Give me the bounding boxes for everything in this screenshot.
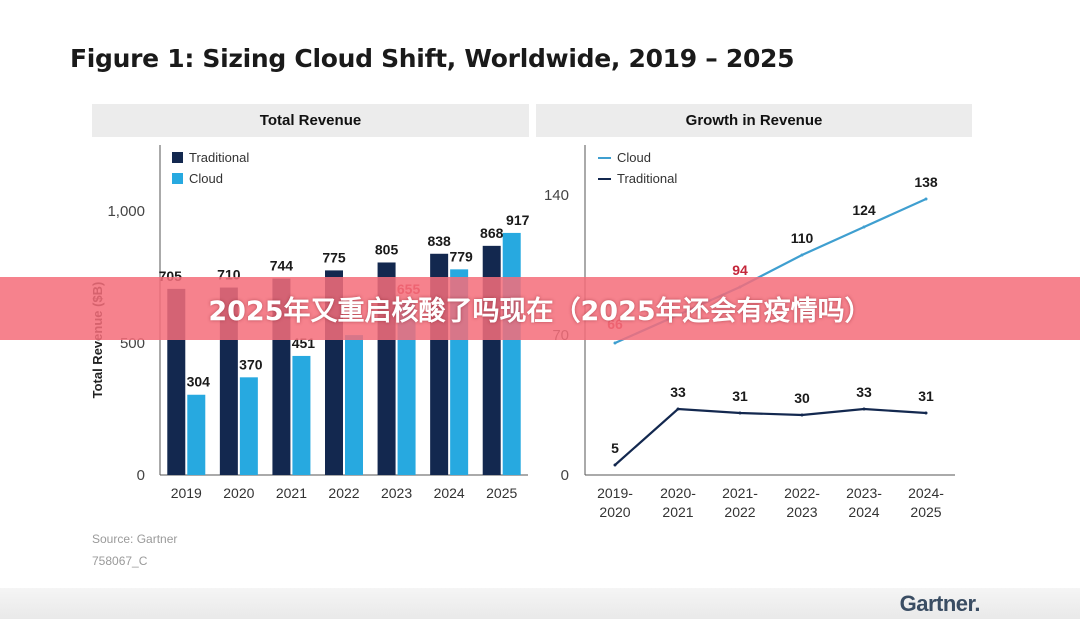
line-x-tick-label: 2024-2025 [908, 485, 944, 520]
bar-cloud [292, 355, 311, 475]
bar-legend-swatch-cloud [172, 173, 183, 184]
line-data-label-traditional: 31 [732, 388, 748, 404]
line-data-label-traditional: 30 [794, 390, 810, 406]
line-data-label-cloud: 124 [852, 202, 876, 218]
line-y-tick-label: 140 [544, 187, 569, 204]
line-point-cloud [800, 253, 804, 257]
line-data-label-traditional: 5 [611, 440, 619, 456]
line-series-traditional [614, 407, 927, 466]
gartner-logo: Gartner. [899, 591, 981, 616]
line-y-tick-label: 0 [561, 467, 569, 484]
line-x-tick-label: 2023-2024 [846, 485, 882, 520]
line-legend-label-cloud: Cloud [617, 150, 651, 165]
line-data-label-cloud: 110 [791, 230, 814, 246]
bar-cloud-label: 917 [506, 212, 530, 228]
bar-x-tick-label: 2021 [276, 485, 307, 501]
bar-y-tick-label: 1,000 [107, 203, 145, 220]
bar-x-tick-label: 2020 [223, 485, 254, 501]
bar-x-tick-label: 2024 [434, 485, 465, 501]
line-point-cloud [924, 197, 928, 201]
line-point-traditional [613, 463, 617, 467]
total-revenue-header: Total Revenue [92, 104, 529, 137]
bar-cloud-label: 370 [239, 356, 263, 372]
figure-title: Figure 1: Sizing Cloud Shift, Worldwide,… [70, 44, 795, 73]
bar-cloud-label: 304 [187, 374, 211, 390]
bar-traditional-label: 805 [375, 241, 399, 257]
line-data-label-cloud: 138 [914, 174, 938, 190]
line-x-tick-label: 2021-2022 [722, 485, 758, 520]
bar-cloud [187, 394, 206, 475]
bar-y-tick-label: 0 [137, 467, 145, 484]
bar-cloud [239, 377, 258, 475]
line-data-label-traditional: 33 [856, 384, 872, 400]
bar-traditional-label: 775 [322, 249, 346, 265]
line-data-label-traditional: 31 [918, 388, 934, 404]
line-point-cloud [613, 341, 617, 345]
line-legend-label-traditional: Traditional [617, 171, 677, 186]
line-data-label-cloud: 94 [732, 262, 748, 278]
bar-legend-label-traditional: Traditional [189, 150, 249, 165]
line-point-traditional [862, 407, 866, 411]
bar-cloud-label: 779 [449, 248, 473, 264]
line-point-traditional [924, 411, 928, 415]
bar-x-tick-label: 2019 [171, 485, 202, 501]
bar-legend-swatch-traditional [172, 152, 183, 163]
line-x-tick-label: 2020-2021 [660, 485, 696, 520]
line-data-label-traditional: 33 [670, 384, 686, 400]
bar-cloud [345, 335, 363, 475]
growth-revenue-header: Growth in Revenue [536, 104, 972, 137]
line-point-traditional [800, 413, 804, 417]
line-x-tick-label: 2019-2020 [597, 485, 633, 520]
figure-code: 758067_C [92, 554, 148, 568]
bar-x-tick-label: 2022 [328, 485, 359, 501]
line-point-cloud [862, 225, 866, 229]
footer-band [0, 588, 1080, 619]
line-point-traditional [676, 407, 680, 411]
bar-traditional-label: 838 [427, 233, 451, 249]
bar-traditional-label: 868 [480, 225, 504, 241]
line-point-traditional [738, 411, 742, 415]
line-x-tick-label: 2022-2023 [784, 485, 820, 520]
overlay-banner: 2025年又重启核酸了吗现在（2025年还会有疫情吗） [0, 277, 1080, 340]
bar-legend-label-cloud: Cloud [189, 171, 223, 186]
bar-x-tick-label: 2025 [486, 485, 517, 501]
bar-cloud [397, 302, 416, 475]
bar-x-tick-label: 2023 [381, 485, 412, 501]
bar-traditional-label: 744 [270, 258, 294, 274]
source-note: Source: Gartner [92, 532, 178, 546]
bar-cloud [502, 232, 521, 475]
